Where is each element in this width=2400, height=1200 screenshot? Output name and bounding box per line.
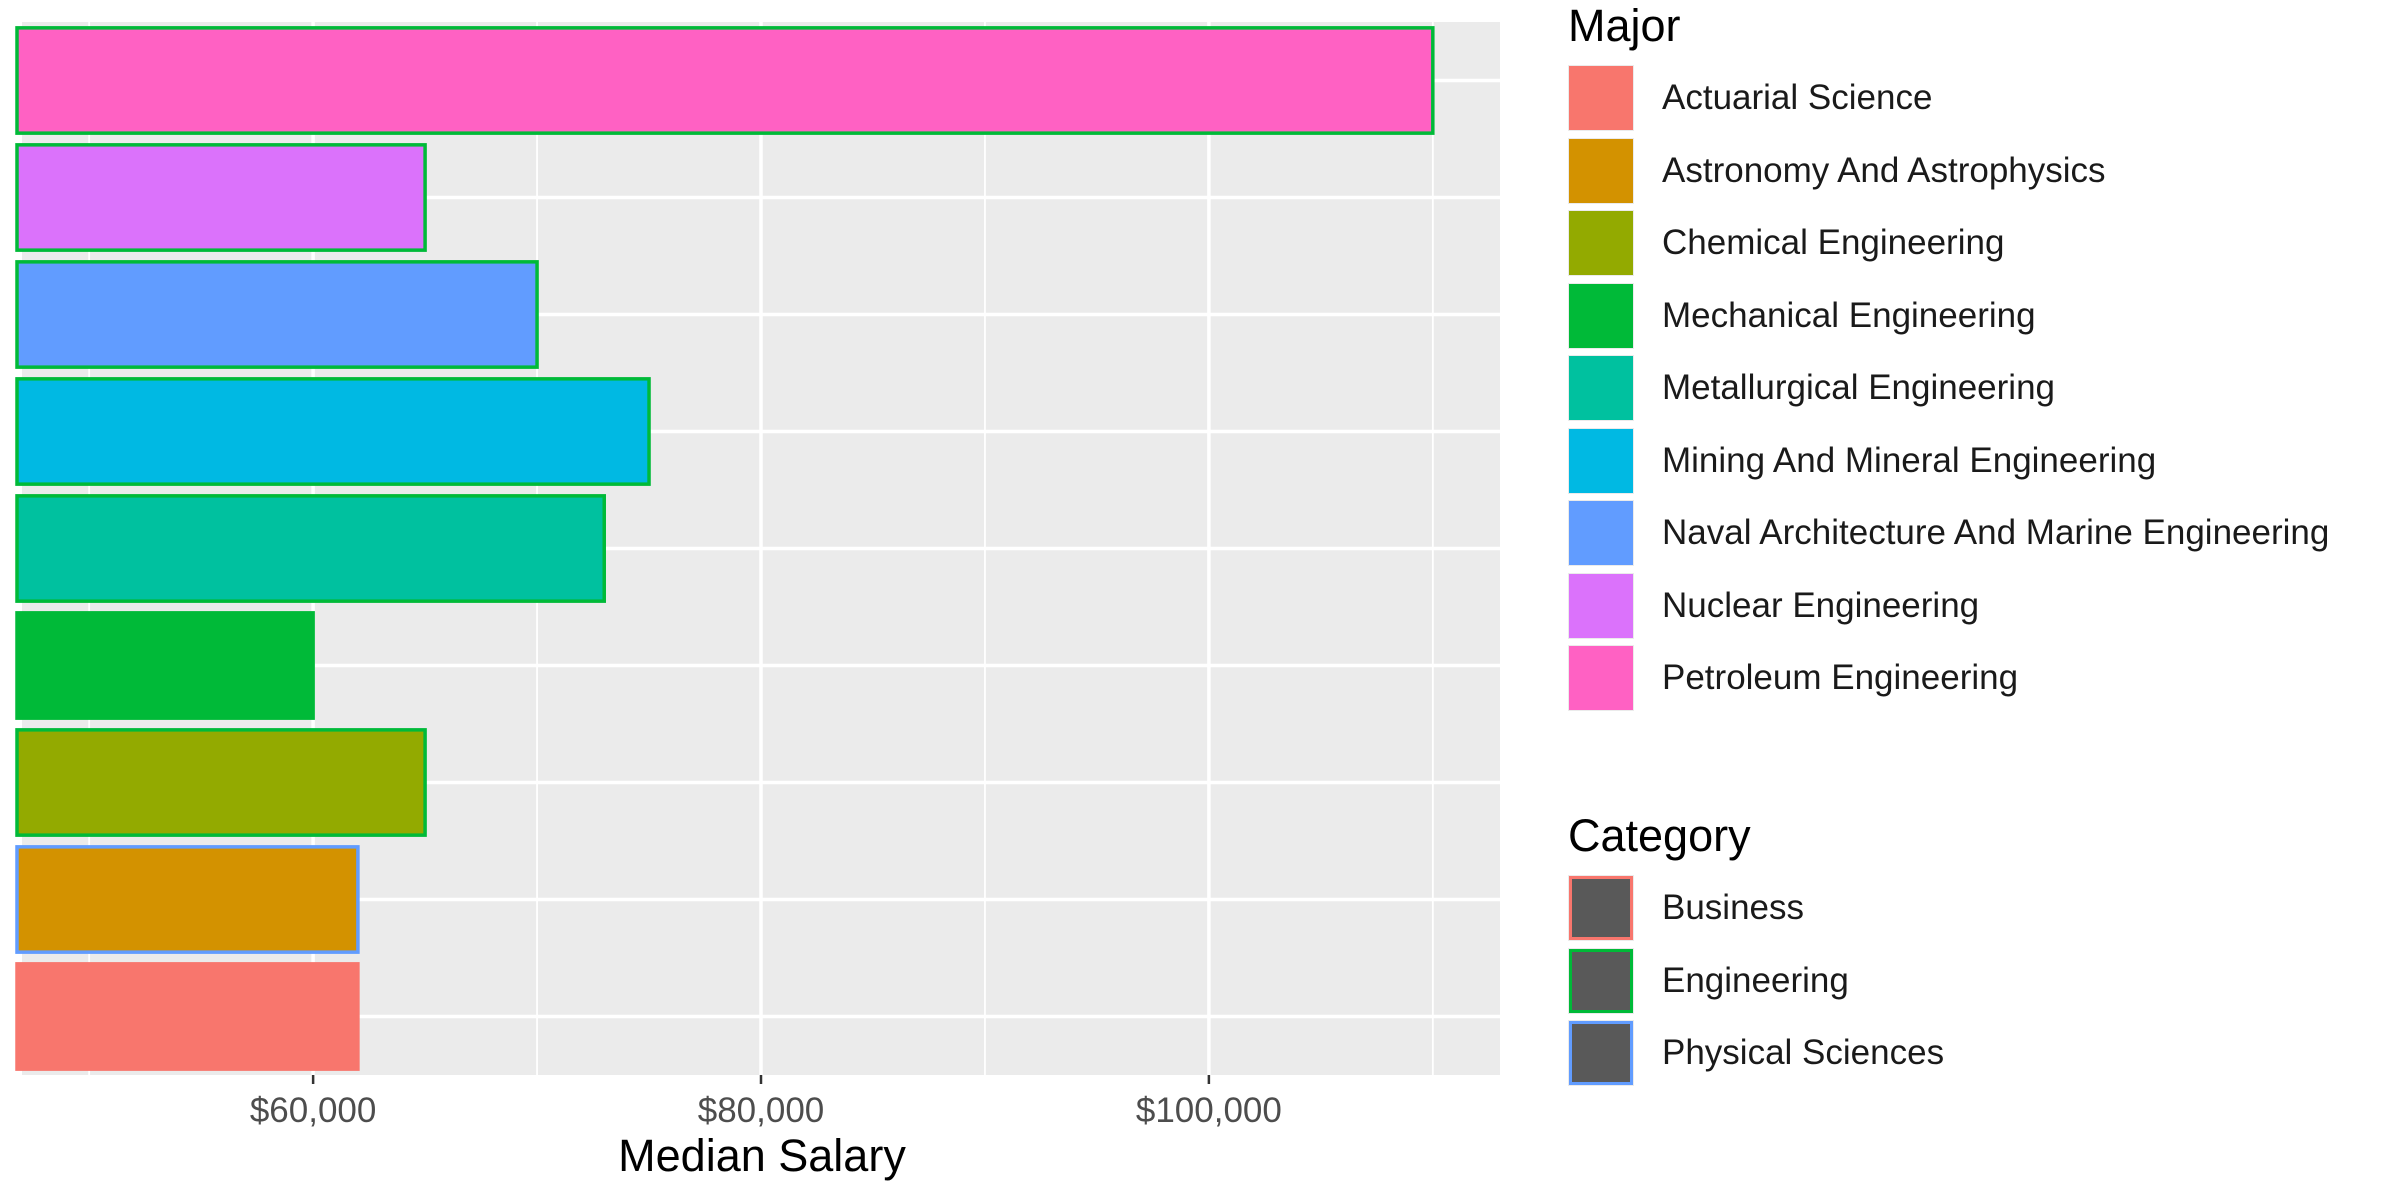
legend-key	[1568, 210, 1634, 277]
legend-swatch	[1569, 428, 1633, 493]
legend-item: Nuclear Engineering	[1568, 570, 2388, 643]
legend-item: Metallurgical Engineering	[1568, 352, 2388, 425]
legend-label: Chemical Engineering	[1662, 223, 2005, 263]
x-axis: $60,000 $80,000 $100,000	[250, 1075, 1282, 1130]
legend-item: Engineering	[1568, 945, 2388, 1018]
legend-label: Mining And Mineral Engineering	[1662, 440, 2157, 480]
legend-item: Actuarial Science	[1568, 62, 2388, 135]
legend-swatch	[1569, 283, 1633, 348]
legend-swatch	[1569, 138, 1633, 203]
legend-key	[1568, 137, 1634, 204]
legend-swatch	[1569, 356, 1633, 421]
legend-label: Naval Architecture And Marine Engineerin…	[1662, 513, 2330, 553]
legend-item: Petroleum Engineering	[1568, 642, 2388, 715]
legend-item: Mechanical Engineering	[1568, 280, 2388, 353]
legend-swatch	[1569, 948, 1633, 1013]
bar	[15, 26, 1435, 135]
legend-key	[1568, 65, 1634, 132]
legend-swatch	[1569, 1021, 1633, 1086]
bars	[15, 26, 1435, 1071]
bar	[15, 845, 360, 954]
x-tick-label: $100,000	[1136, 1091, 1282, 1130]
x-tick-label: $80,000	[698, 1091, 825, 1130]
legend-label: Nuclear Engineering	[1662, 585, 1980, 625]
bar	[15, 611, 315, 720]
legend-swatch	[1569, 646, 1633, 711]
legend-key	[1568, 355, 1634, 422]
x-axis-title: Median Salary	[618, 1130, 906, 1181]
legend-label: Metallurgical Engineering	[1662, 368, 2055, 408]
legend-item: Business	[1568, 872, 2388, 945]
legend-key	[1568, 427, 1634, 494]
legend-category: Category Business Engineering Physical Sci…	[1568, 810, 2388, 1090]
legend-item: Physical Sciences	[1568, 1017, 2388, 1090]
legend-key	[1568, 500, 1634, 567]
legend-item: Naval Architecture And Marine Engineerin…	[1568, 497, 2388, 570]
legend-item: Chemical Engineering	[1568, 207, 2388, 280]
legend-label: Astronomy And Astrophysics	[1662, 150, 2106, 190]
legend-swatch	[1569, 573, 1633, 638]
legend-key	[1568, 572, 1634, 639]
bar	[15, 962, 360, 1071]
legend-label: Petroleum Engineering	[1662, 658, 2019, 698]
legend-key	[1568, 645, 1634, 712]
legend-key	[1568, 282, 1634, 349]
bar	[15, 494, 606, 603]
legend-swatch	[1569, 66, 1633, 131]
bar	[15, 260, 539, 369]
legend-swatch	[1569, 876, 1633, 941]
legend-category-items: Business Engineering Physical Sciences	[1568, 872, 2388, 1090]
legend-label: Mechanical Engineering	[1662, 295, 2036, 335]
legend-item: Astronomy And Astrophysics	[1568, 135, 2388, 208]
legend-label: Actuarial Science	[1662, 78, 1933, 118]
legend-item: Mining And Mineral Engineering	[1568, 425, 2388, 498]
legend-major: Major Actuarial Science Astronomy And Ast…	[1568, 0, 2388, 715]
legend-label: Business	[1662, 888, 1805, 928]
bar	[15, 143, 427, 252]
legend-major-items: Actuarial Science Astronomy And Astrophys…	[1568, 62, 2388, 715]
bar	[15, 377, 651, 486]
legend-label: Physical Sciences	[1662, 1033, 1945, 1073]
legend-key	[1568, 875, 1634, 942]
bar	[15, 728, 427, 837]
legend-label: Engineering	[1662, 960, 1849, 1000]
legend-swatch	[1569, 501, 1633, 566]
legend-swatch	[1569, 211, 1633, 276]
legend-major-title: Major	[1568, 0, 1681, 51]
legend-key	[1568, 1020, 1634, 1087]
legend-category-title: Category	[1568, 810, 1751, 861]
legend-key	[1568, 947, 1634, 1014]
x-tick-label: $60,000	[250, 1091, 377, 1130]
